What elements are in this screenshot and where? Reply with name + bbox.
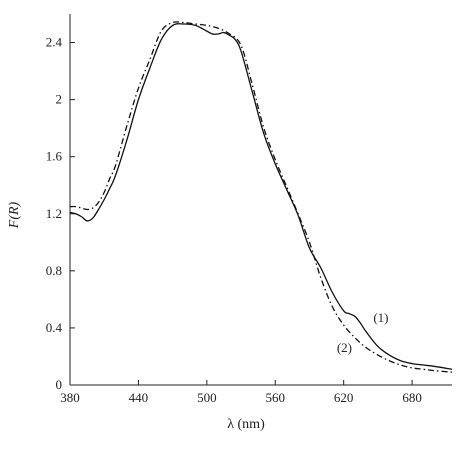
x-axis-title: λ (nm) — [227, 417, 265, 432]
x-tick-label: 620 — [334, 390, 354, 405]
series-label-2: (2) — [337, 340, 352, 355]
axes — [69, 14, 452, 386]
x-tick-label: 380 — [60, 390, 80, 405]
x-tick-label: 680 — [402, 390, 422, 405]
series-lines — [69, 21, 453, 373]
y-tick-label: 0.4 — [46, 320, 63, 335]
y-tick-label: 1.2 — [46, 206, 62, 221]
series-label-1: (1) — [373, 310, 388, 325]
series-annotations: (1) (2) — [337, 310, 389, 355]
y-tick-label: 0 — [56, 377, 63, 392]
y-tick-label: 0.8 — [46, 263, 62, 278]
x-tick-label: 500 — [197, 390, 217, 405]
y-tick-label: 2.4 — [46, 35, 63, 50]
y-tick-label: 2 — [56, 92, 63, 107]
series-line-2 — [69, 21, 453, 373]
y-axis-title: F(R) — [7, 201, 22, 229]
series-line-1 — [69, 23, 453, 370]
ticks: 380 440 500 560 620 680 0 0.4 0.8 1.2 1.6 2 2.4 — [46, 35, 422, 405]
y-tick-label: 1.6 — [46, 149, 63, 164]
x-tick-label: 560 — [266, 390, 286, 405]
x-tick-label: 440 — [129, 390, 149, 405]
